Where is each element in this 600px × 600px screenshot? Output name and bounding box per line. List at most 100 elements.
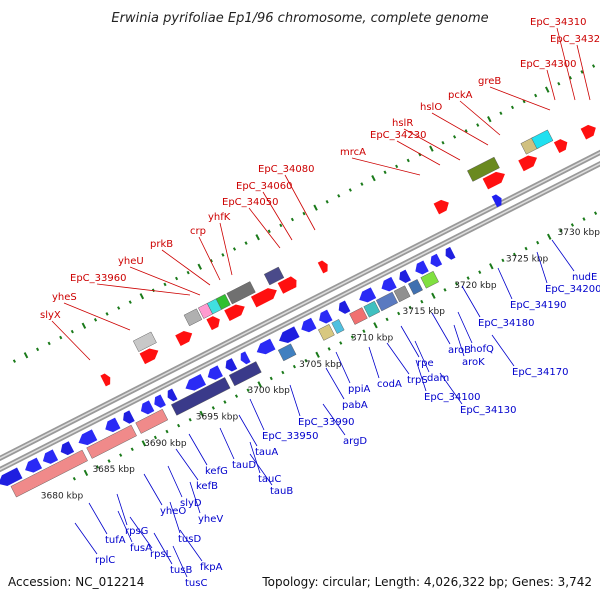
gene-label-bottom[interactable]: EpC_34200 (545, 284, 600, 295)
gene-feature[interactable] (318, 324, 335, 341)
gene-label-bottom[interactable]: rpsG (125, 526, 148, 537)
gene-label-bottom[interactable]: slyD (180, 498, 202, 509)
gene-label-bottom[interactable]: codA (377, 379, 402, 390)
gene-feature[interactable] (183, 308, 203, 327)
gene-feature[interactable] (553, 137, 570, 154)
gene-label-top[interactable]: EpC_34300 (520, 59, 576, 70)
gene-label-bottom[interactable]: tauC (258, 474, 281, 485)
gene-label-bottom[interactable]: rpsL (150, 549, 172, 560)
gene-label-top[interactable]: greB (478, 76, 501, 87)
gene-label-bottom[interactable]: trpS (407, 375, 428, 386)
gene-label-bottom[interactable]: aroK (462, 357, 485, 368)
gene-label-bottom[interactable]: EpC_34100 (424, 392, 480, 403)
gene-feature[interactable] (518, 152, 539, 172)
gene-feature[interactable] (0, 467, 23, 490)
gene-feature[interactable] (443, 246, 456, 261)
gene-label-bottom[interactable]: pabA (342, 400, 368, 411)
gene-feature[interactable] (224, 301, 247, 322)
gene-label-top[interactable]: slyX (40, 310, 61, 321)
gene-feature[interactable] (393, 285, 411, 303)
gene-label-top[interactable]: EpC_34050 (222, 197, 278, 208)
gene-feature[interactable] (263, 266, 285, 286)
gene-feature[interactable] (183, 374, 207, 394)
gene-label-top[interactable]: prkB (150, 239, 173, 250)
gene-label-bottom[interactable]: rplC (95, 555, 115, 566)
gene-feature[interactable] (206, 314, 222, 331)
gene-feature[interactable] (276, 326, 300, 346)
gene-feature[interactable] (317, 259, 331, 274)
gene-label-bottom[interactable]: kefG (205, 466, 228, 477)
gene-label-bottom[interactable]: tusC (185, 578, 207, 589)
gene-label-top[interactable]: mrcA (340, 147, 366, 158)
gene-feature[interactable] (379, 276, 397, 294)
gene-feature[interactable] (254, 338, 276, 358)
gene-feature[interactable] (336, 300, 351, 315)
gene-feature[interactable] (413, 260, 429, 277)
gene-feature[interactable] (135, 408, 169, 434)
gene-feature[interactable] (316, 309, 333, 326)
gene-label-bottom[interactable]: ppiA (348, 384, 370, 395)
bottom-gene-labels[interactable]: rplC tufA fusA rpsG rpsL tusB tusC tusD fkpA yheO… (74, 239, 600, 589)
gene-feature[interactable] (286, 275, 300, 290)
gene-label-bottom[interactable]: EpC_34190 (510, 300, 566, 311)
gene-feature[interactable] (223, 358, 238, 373)
gene-label-bottom[interactable]: dam (427, 373, 449, 384)
gene-label-bottom[interactable]: tauA (255, 447, 278, 458)
gene-label-bottom[interactable]: EpC_34170 (512, 367, 568, 378)
gene-feature[interactable] (375, 291, 398, 312)
gene-label-bottom[interactable]: tauB (270, 486, 293, 497)
gene-label-top[interactable]: EpC_33960 (70, 273, 126, 284)
gene-feature[interactable] (277, 343, 297, 362)
gene-label-bottom[interactable]: argD (343, 436, 367, 447)
gene-feature[interactable] (228, 361, 262, 387)
gene-feature[interactable] (100, 372, 113, 387)
gene-label-top[interactable]: EpC_34080 (258, 164, 314, 175)
gene-feature[interactable] (482, 169, 508, 190)
gene-label-top[interactable]: EpC_34060 (236, 181, 292, 192)
gene-feature[interactable] (138, 400, 155, 416)
gene-feature[interactable] (408, 279, 423, 295)
gene-label-top[interactable]: yheS (52, 292, 77, 303)
gene-label-bottom[interactable]: EpC_34130 (460, 405, 516, 416)
gene-feature[interactable] (175, 328, 195, 347)
gene-label-top[interactable]: EpC_34310 (530, 17, 586, 28)
gene-feature[interactable] (171, 377, 231, 416)
gene-feature[interactable] (356, 287, 377, 305)
gene-feature[interactable] (531, 129, 554, 150)
gene-feature[interactable] (165, 388, 178, 403)
gene-feature[interactable] (215, 293, 231, 310)
gene-label-top[interactable]: pckA (448, 90, 473, 101)
gene-feature[interactable] (132, 331, 157, 352)
gene-feature[interactable] (580, 122, 599, 140)
gene-label-bottom[interactable]: EpC_34180 (478, 318, 534, 329)
gene-feature[interactable] (467, 156, 500, 182)
gene-feature[interactable] (349, 307, 368, 325)
gene-feature[interactable] (103, 417, 121, 435)
gene-label-bottom[interactable]: yheO (160, 506, 186, 517)
gene-feature[interactable] (433, 197, 452, 215)
gene-label-bottom[interactable]: fkpA (200, 562, 223, 573)
gene-label-top[interactable]: hslO (420, 102, 442, 113)
gene-feature[interactable] (226, 281, 256, 305)
gene-label-bottom[interactable]: yheV (198, 514, 223, 525)
gene-feature[interactable] (299, 317, 317, 335)
gene-label-bottom[interactable]: EpC_33950 (262, 431, 318, 442)
gene-feature[interactable] (397, 269, 411, 285)
gene-feature[interactable] (86, 424, 137, 459)
gene-feature[interactable] (331, 319, 345, 334)
gene-label-bottom[interactable]: aroB (448, 345, 471, 356)
gene-label-top[interactable]: hslR (392, 118, 413, 129)
gene-label-bottom[interactable]: EpC_33990 (298, 417, 354, 428)
gene-feature[interactable] (22, 457, 43, 476)
gene-feature[interactable] (238, 351, 251, 365)
gene-feature[interactable] (139, 345, 161, 365)
gene-feature[interactable] (120, 410, 135, 425)
gene-feature[interactable] (491, 193, 505, 208)
gene-feature[interactable] (10, 449, 88, 498)
gene-feature[interactable] (40, 449, 59, 466)
gene-feature[interactable] (152, 394, 166, 409)
gene-feature[interactable] (428, 253, 443, 269)
gene-label-top[interactable]: EpC_34230 (370, 130, 426, 141)
gene-label-bottom[interactable]: tufA (105, 535, 126, 546)
